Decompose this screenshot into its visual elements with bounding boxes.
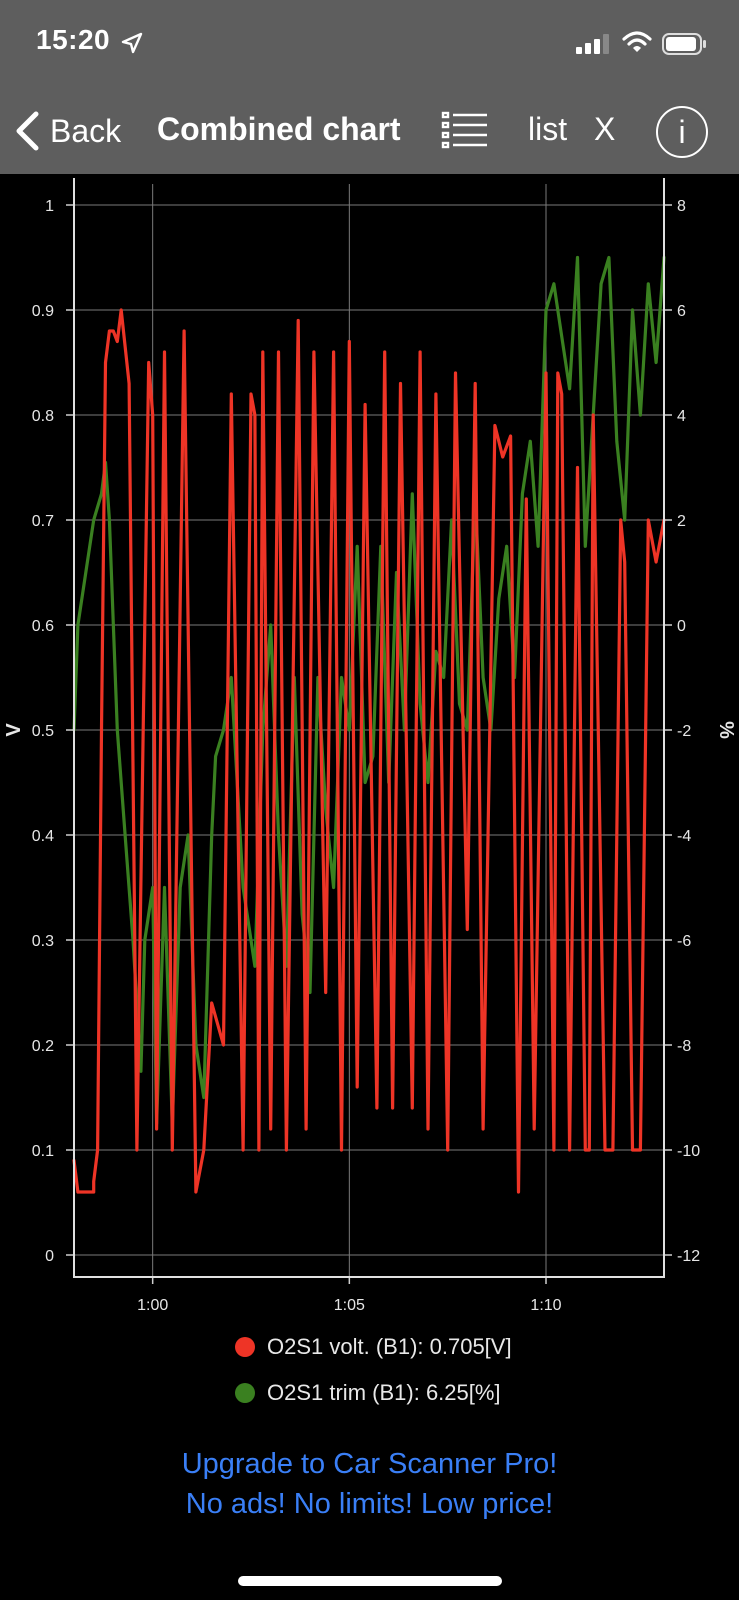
left-tick-label: 0.7 xyxy=(32,513,54,530)
info-button[interactable]: i xyxy=(656,106,708,158)
chart-series xyxy=(72,255,666,1194)
right-tick-label: 4 xyxy=(677,408,686,425)
right-tick-label: -8 xyxy=(677,1038,691,1055)
combined-chart[interactable]: 0 0.1 0.2 0.3 0.4 0.5 0.6 0.7 0.8 0.9 1 -12 -10 -8 -6 -… xyxy=(0,174,739,1324)
left-tick-label: 0 xyxy=(45,1248,54,1265)
x-tick-label: 1:10 xyxy=(530,1297,561,1314)
right-tick-label: -10 xyxy=(677,1143,700,1160)
legend-item-o2-volt: O2S1 volt. (B1): 0.705[V] xyxy=(235,1334,512,1360)
upgrade-promo-link[interactable]: Upgrade to Car Scanner Pro! No ads! No l… xyxy=(0,1444,739,1524)
right-tick-label: 6 xyxy=(677,303,686,320)
right-tick-label: 8 xyxy=(677,198,686,215)
promo-line-2: No ads! No limits! Low price! xyxy=(185,1488,554,1520)
navigation-bar: 15:20 Back Combined chart list X i xyxy=(0,0,739,174)
legend-dot-o2-trim xyxy=(235,1383,255,1403)
back-label: Back xyxy=(50,112,122,149)
left-tick-label: 0.6 xyxy=(32,618,54,635)
x-tick-label: 1:00 xyxy=(137,1297,168,1314)
legend-series-name: O2S1 volt. (B1) xyxy=(267,1334,418,1359)
wifi-icon xyxy=(622,31,652,52)
location-arrow-icon xyxy=(121,32,143,54)
info-icon: i xyxy=(678,113,686,150)
left-tick-label: 0.1 xyxy=(32,1143,54,1160)
right-tick-label: -6 xyxy=(677,933,691,950)
left-tick-label: 0.8 xyxy=(32,408,54,425)
legend-series-value: 0.705[V] xyxy=(429,1334,512,1359)
list-button[interactable]: list xyxy=(528,111,568,147)
legend-dot-o2-volt xyxy=(235,1337,255,1357)
left-tick-label: 0.3 xyxy=(32,933,54,950)
chart-tick-labels: 0 0.1 0.2 0.3 0.4 0.5 0.6 0.7 0.8 0.9 1 -12 -10 -8 -6 -… xyxy=(3,198,737,1314)
left-axis-title: V xyxy=(3,723,25,737)
right-tick-label: -2 xyxy=(677,723,691,740)
right-tick-label: 0 xyxy=(677,618,686,635)
legend-series-value: 6.25[%] xyxy=(425,1380,501,1405)
close-button[interactable]: X xyxy=(594,111,616,147)
right-tick-label: 2 xyxy=(677,513,686,530)
list-icon[interactable] xyxy=(441,110,489,150)
chevron-left-icon xyxy=(16,111,39,151)
promo-line-1: Upgrade to Car Scanner Pro! xyxy=(181,1448,558,1480)
cellular-signal-icon xyxy=(576,34,609,54)
left-tick-label: 0.2 xyxy=(32,1038,54,1055)
right-tick-label: -4 xyxy=(677,828,691,845)
legend-item-o2-trim: O2S1 trim (B1): 6.25[%] xyxy=(235,1380,501,1406)
page-title: Combined chart xyxy=(157,111,401,147)
left-tick-label: 0.9 xyxy=(32,303,54,320)
right-tick-label: -12 xyxy=(677,1248,700,1265)
battery-icon xyxy=(662,33,706,55)
right-axis-title: % xyxy=(715,721,737,739)
series-line-o2-volt xyxy=(72,308,666,1194)
home-indicator[interactable] xyxy=(238,1576,502,1586)
left-tick-label: 1 xyxy=(45,198,54,215)
legend-series-name: O2S1 trim (B1) xyxy=(267,1380,414,1405)
back-button[interactable]: Back xyxy=(14,105,121,157)
left-tick-label: 0.4 xyxy=(32,828,54,845)
left-tick-label: 0.5 xyxy=(32,723,54,740)
legend-separator: : xyxy=(413,1380,426,1405)
status-time: 15:20 xyxy=(36,24,111,55)
legend-separator: : xyxy=(417,1334,430,1359)
chart-axes xyxy=(66,178,672,1284)
x-tick-label: 1:05 xyxy=(334,1297,365,1314)
